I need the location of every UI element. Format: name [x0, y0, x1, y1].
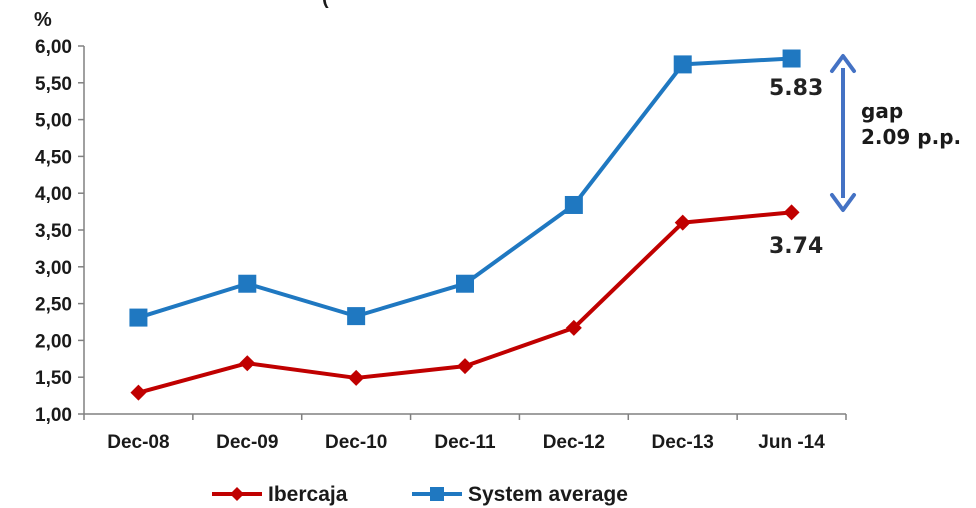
y-tick-label: 2,50 [35, 295, 72, 316]
legend-item-system-average: System average [412, 483, 628, 506]
legend-label-ibercaja: Ibercaja [268, 483, 348, 506]
x-tick-label: Dec-08 [107, 432, 169, 453]
gap-value-label: 2.09 p.p. [861, 125, 961, 149]
system-average-last-value-label: 5.83 [769, 76, 823, 101]
data-point-ibercaja [783, 204, 800, 221]
data-point-ibercaja [239, 355, 256, 372]
data-point-system-average [673, 55, 692, 74]
y-tick-label: 5,00 [35, 111, 72, 132]
square-marker-icon [430, 487, 444, 501]
gap-arrow-icon [830, 54, 856, 212]
data-point-system-average [238, 274, 257, 293]
legend-item-ibercaja: Ibercaja [212, 483, 348, 506]
y-axis-ticks: 1,00 1,50 2,00 2,50 3,00 3,50 4,00 4,50 5,00 5,50… [35, 37, 84, 426]
x-tick-label: Dec-13 [652, 432, 714, 453]
y-tick-label: 3,00 [35, 258, 72, 279]
data-point-ibercaja [674, 214, 691, 231]
x-tick-label: Dec-11 [434, 432, 496, 453]
x-tick-label: Dec-12 [543, 432, 605, 453]
data-point-ibercaja [130, 384, 147, 401]
data-point-ibercaja [565, 319, 582, 336]
data-point-ibercaja [457, 358, 473, 375]
x-tick-label: Jun -14 [758, 432, 825, 453]
y-tick-label: 1,50 [35, 368, 72, 389]
series-markers [129, 49, 801, 401]
data-point-system-average [347, 307, 366, 326]
gap-label: gap [861, 99, 903, 123]
diamond-marker-icon [230, 487, 244, 501]
chart-title: ( [322, 0, 329, 9]
series-lines [137, 56, 792, 395]
data-point-ibercaja [348, 369, 365, 386]
axes [83, 46, 846, 415]
x-axis-ticks: Dec-08 Dec-09 Dec-10 Dec-11 Dec-12 Dec-13 Jun … [83, 414, 847, 453]
y-tick-label: 3,50 [35, 221, 72, 242]
y-tick-label: 2,00 [35, 331, 72, 352]
data-point-system-average [129, 308, 148, 327]
y-tick-label: 5,50 [35, 74, 72, 95]
ibercaja-last-value-label: 3.74 [769, 234, 823, 259]
y-axis-unit-label: % [34, 9, 52, 31]
legend: Ibercaja System average [212, 483, 628, 506]
data-point-system-average [564, 195, 583, 214]
x-tick-label: Dec-09 [216, 432, 278, 453]
legend-label-system-average: System average [468, 483, 628, 506]
data-point-system-average [782, 49, 801, 68]
y-tick-label: 6,00 [35, 37, 72, 58]
y-tick-label: 4,50 [35, 147, 72, 168]
y-tick-label: 4,00 [35, 184, 72, 205]
data-point-system-average [456, 274, 474, 293]
y-tick-label: 1,00 [35, 405, 72, 426]
x-tick-label: Dec-10 [325, 432, 387, 453]
